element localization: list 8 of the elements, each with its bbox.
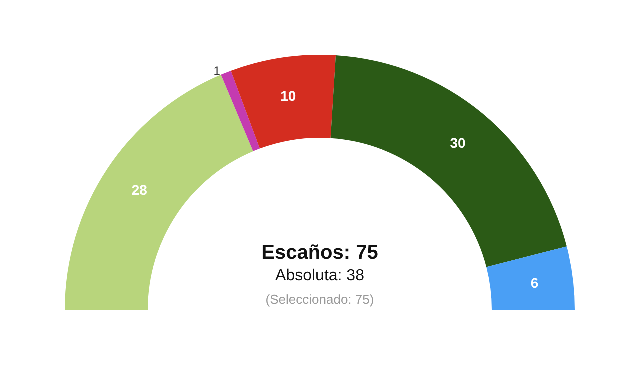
data-label: 6 <box>530 274 539 291</box>
data-label: 30 <box>450 135 466 152</box>
text: Absoluta: 38 <box>276 268 365 284</box>
text: (Seleccionado: 75) <box>266 292 374 307</box>
data-label: 28 <box>132 182 148 198</box>
data-label: 10 <box>280 88 296 104</box>
text: Escaños: 75 <box>262 242 378 264</box>
data-label: 1 <box>214 64 221 78</box>
